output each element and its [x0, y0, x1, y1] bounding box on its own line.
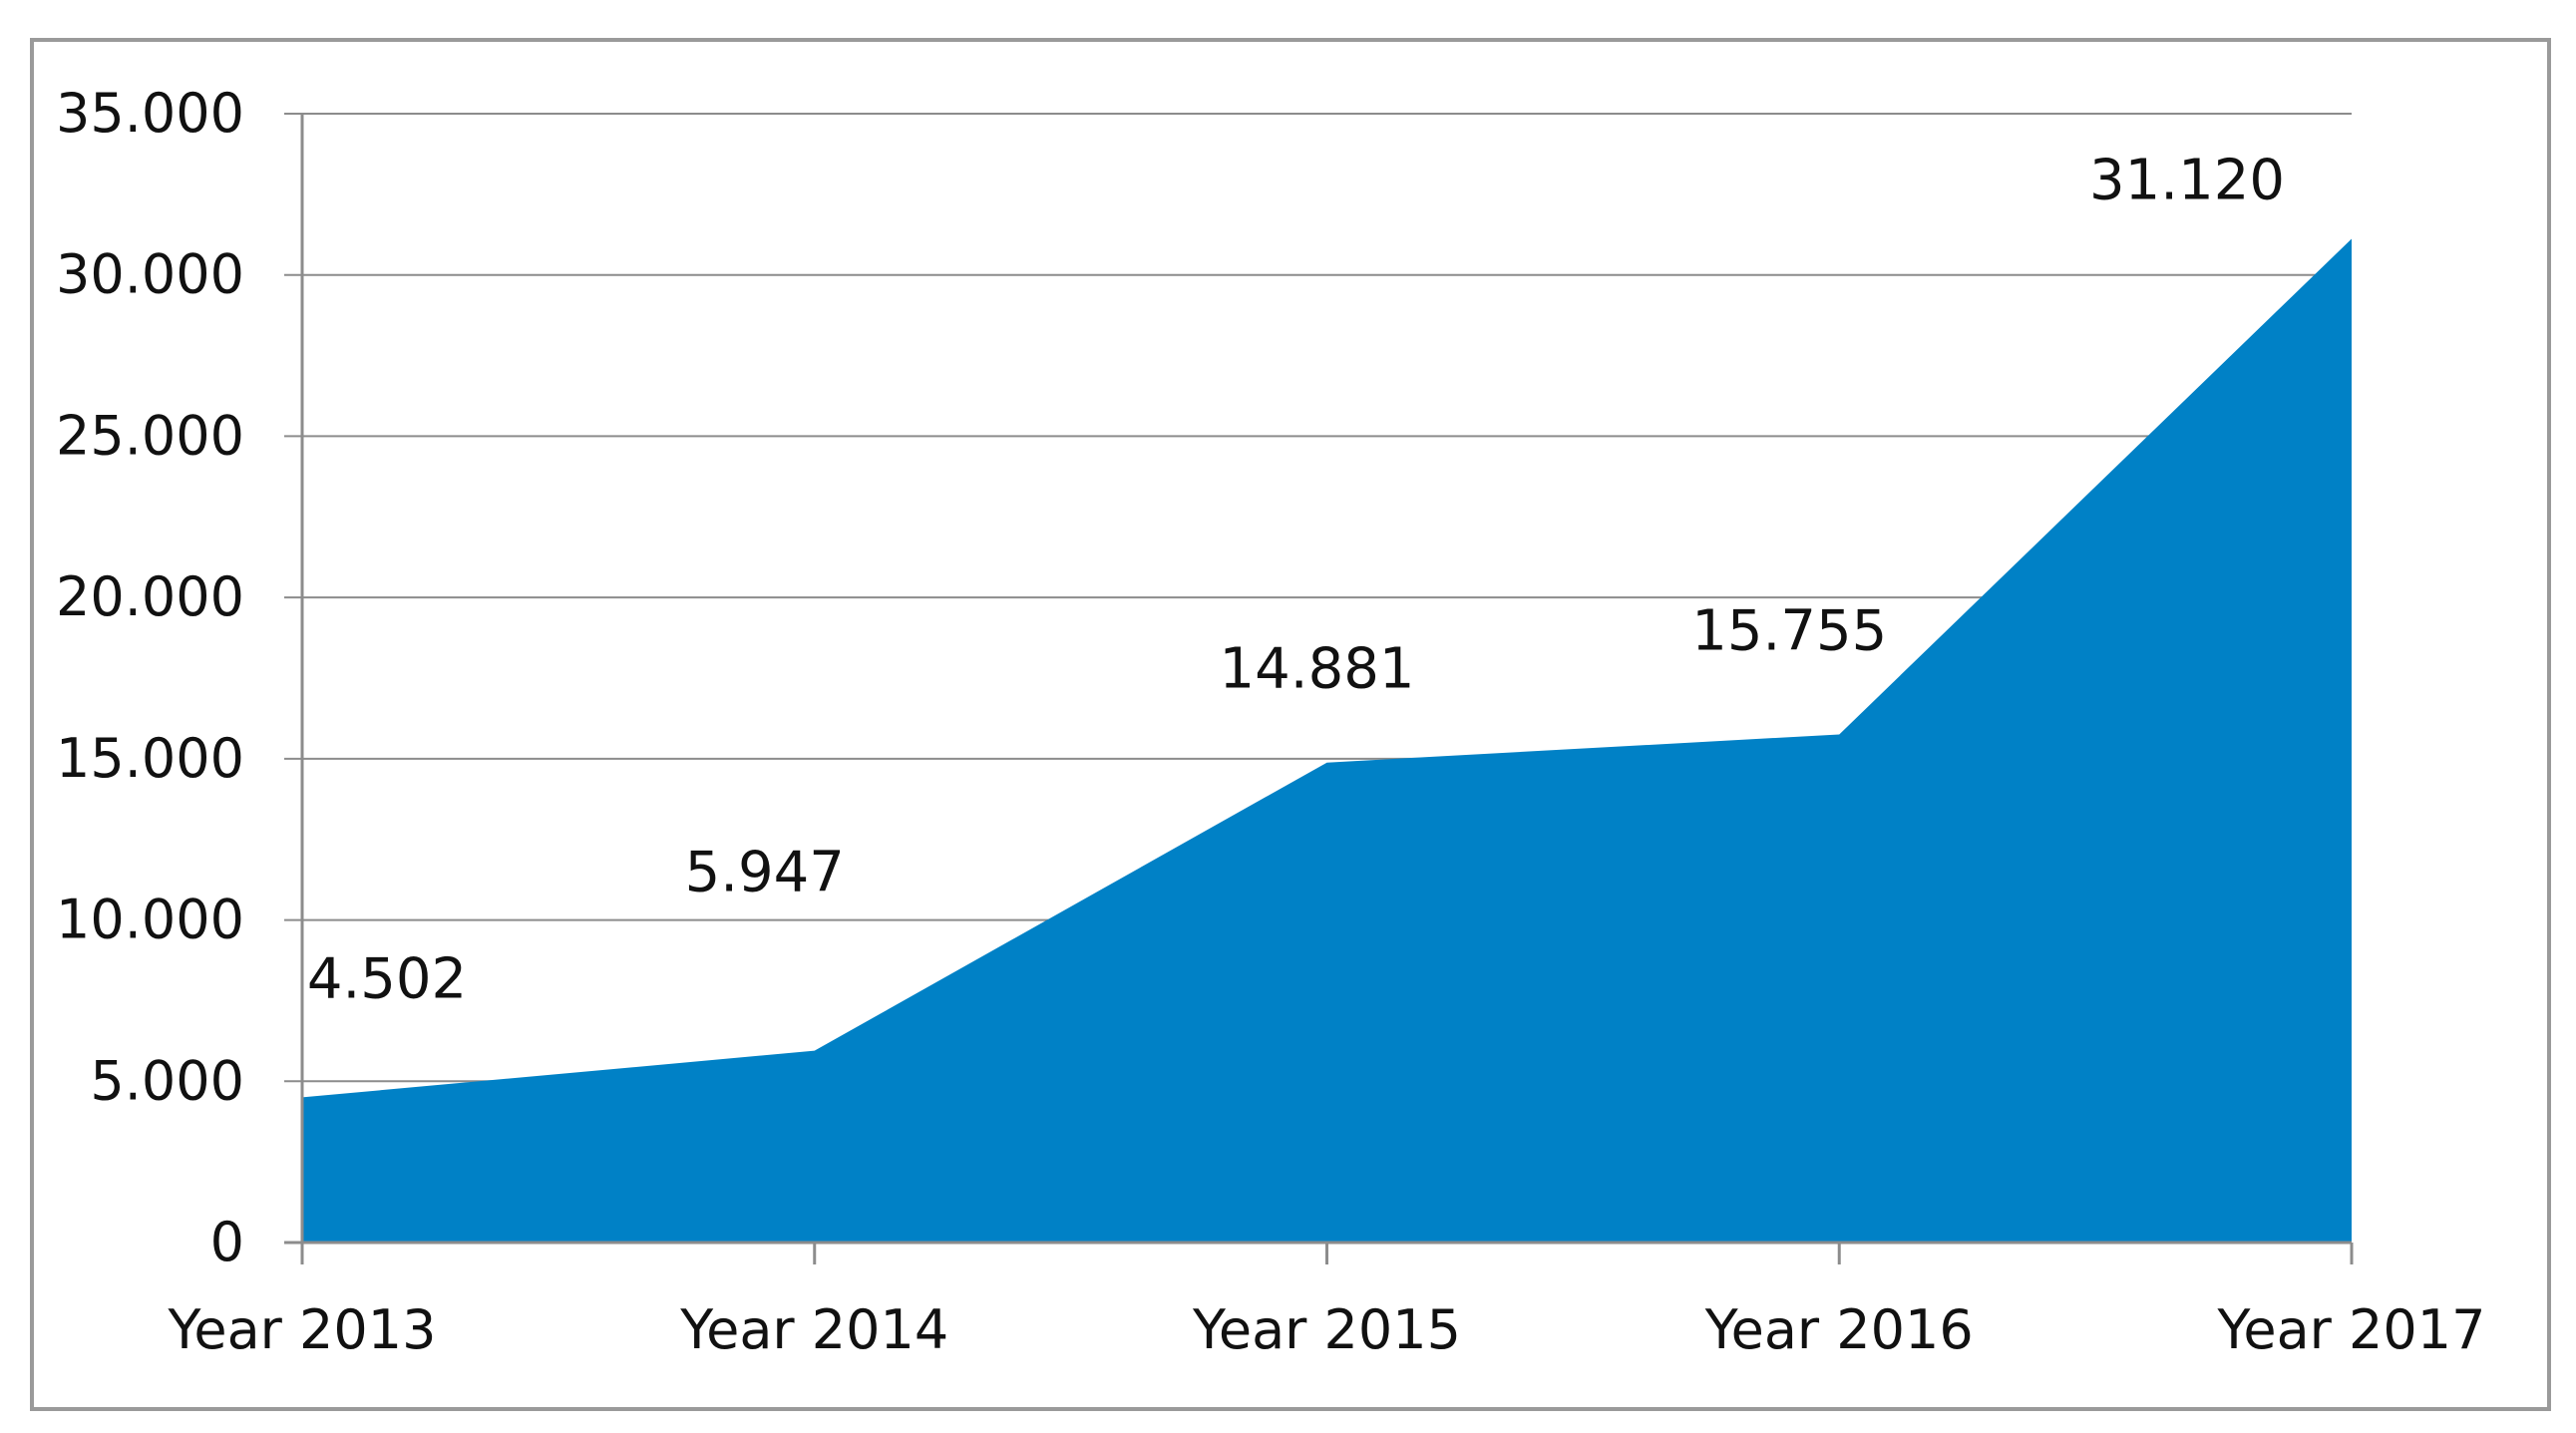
- y-tick-label-4: 20.000: [56, 565, 244, 628]
- y-tick-label-6: 30.000: [56, 243, 244, 306]
- x-tick-label-4: Year 2017: [2217, 1298, 2486, 1361]
- data-label-0: 4.502: [307, 946, 467, 1011]
- y-tick-label-2: 10.000: [56, 889, 244, 951]
- y-tick-label-1: 5.000: [90, 1049, 244, 1112]
- x-tick-label-3: Year 2016: [1704, 1298, 1974, 1361]
- y-tick-label-5: 25.000: [56, 404, 244, 467]
- area-series: [302, 238, 2352, 1243]
- y-tick-label-3: 15.000: [56, 727, 244, 790]
- y-tick-label-0: 0: [210, 1211, 244, 1273]
- data-label-1: 5.947: [685, 841, 845, 905]
- x-tick-label-2: Year 2015: [1192, 1298, 1461, 1361]
- x-tick-label-1: Year 2014: [679, 1298, 948, 1361]
- data-label-4: 31.120: [2089, 148, 2285, 212]
- x-tick-label-0: Year 2013: [168, 1298, 437, 1361]
- data-label-2: 14.881: [1220, 637, 1415, 702]
- data-label-3: 15.755: [1691, 598, 1887, 663]
- y-tick-label-7: 35.000: [56, 82, 244, 145]
